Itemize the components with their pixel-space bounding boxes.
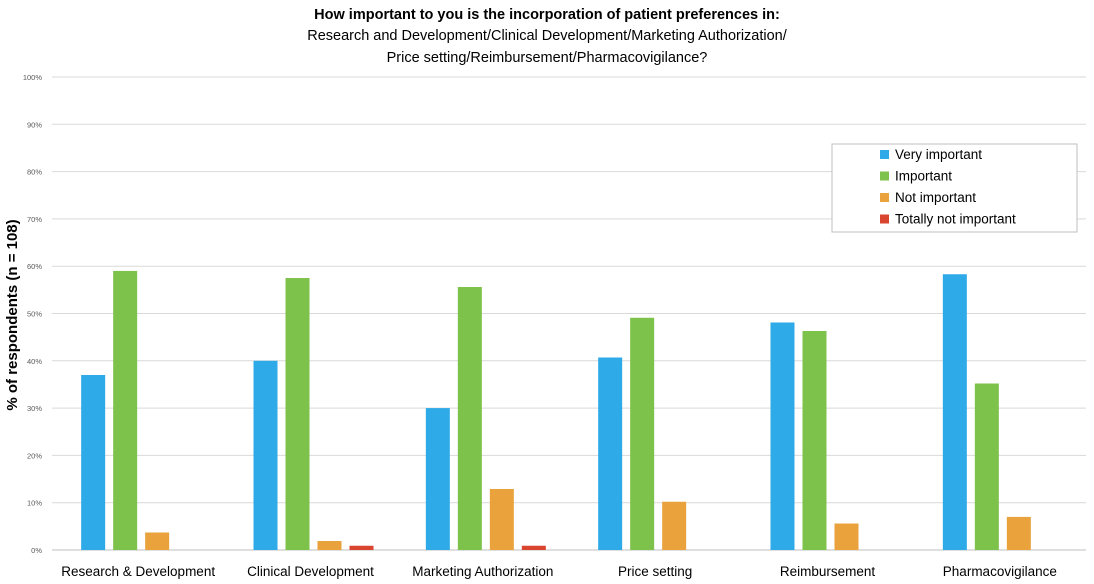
bar-important: [113, 270, 138, 550]
x-tick-label: Pharmacovigilance: [943, 564, 1057, 579]
bar-not-important: [489, 488, 514, 550]
bars: [81, 270, 1031, 550]
y-axis-label: % of respondents (n = 108): [4, 219, 21, 410]
bar-very-important: [81, 374, 106, 550]
bar-important: [802, 331, 827, 550]
x-tick-label: Clinical Development: [247, 564, 374, 579]
chart-title: How important to you is the incorporatio…: [314, 7, 780, 23]
legend-swatch: [880, 214, 889, 224]
y-tick-label: 100%: [23, 73, 43, 82]
y-tick-label: 30%: [27, 404, 42, 413]
legend-label: Very important: [895, 147, 982, 162]
bar-not-important: [662, 501, 687, 550]
bar-not-important: [317, 541, 342, 550]
y-tick-label: 40%: [27, 357, 42, 366]
chart-title-group: How important to you is the incorporatio…: [307, 7, 788, 66]
bar-very-important: [942, 274, 967, 550]
bar-very-important: [770, 322, 795, 550]
bar-totally-not-important: [349, 545, 374, 550]
bar-very-important: [425, 408, 450, 550]
legend-label: Totally not important: [895, 212, 1016, 227]
x-tick-label: Marketing Authorization: [412, 564, 553, 579]
bar-important: [630, 317, 655, 550]
y-tick-label: 10%: [27, 499, 42, 508]
legend: Very important Important Not important Tota…: [831, 143, 1078, 233]
bar-important: [974, 383, 999, 550]
x-tick-label: Price setting: [618, 564, 692, 579]
bar-very-important: [598, 357, 623, 550]
y-tick-label: 0%: [31, 546, 42, 555]
bar-not-important: [834, 523, 859, 550]
legend-swatch: [880, 193, 889, 202]
legend-swatch: [880, 150, 889, 159]
chart-subtitle-line-1: Research and Development/Clinical Develo…: [307, 28, 788, 44]
bar-not-important: [1006, 516, 1031, 550]
y-tick-label: 60%: [27, 262, 42, 271]
bar-very-important: [253, 360, 278, 550]
y-axis-ticks: 0% 10% 20% 30% 40% 50% 60% 70% 80% 90% 100%: [23, 73, 43, 555]
legend-swatch: [880, 171, 889, 181]
y-tick-label: 20%: [27, 451, 42, 460]
x-tick-label: Research & Development: [61, 564, 215, 579]
chart-subtitle-line-2: Price setting/Reimbursement/Pharmacovigi…: [387, 50, 708, 66]
y-tick-label: 80%: [27, 168, 42, 177]
legend-box: [831, 143, 1078, 233]
bar-important: [285, 278, 310, 550]
x-axis-labels: Research & Development Clinical Developme…: [61, 564, 1057, 579]
x-tick-label: Reimbursement: [780, 564, 876, 579]
gridlines: [52, 76, 1086, 551]
legend-label: Not important: [895, 190, 976, 205]
legend-label: Important: [895, 169, 952, 184]
bar-totally-not-important: [521, 545, 546, 550]
y-tick-label: 90%: [27, 120, 42, 129]
bar-important: [457, 287, 482, 550]
y-tick-label: 50%: [27, 310, 42, 319]
bar-not-important: [145, 532, 170, 550]
y-tick-label: 70%: [27, 215, 42, 224]
